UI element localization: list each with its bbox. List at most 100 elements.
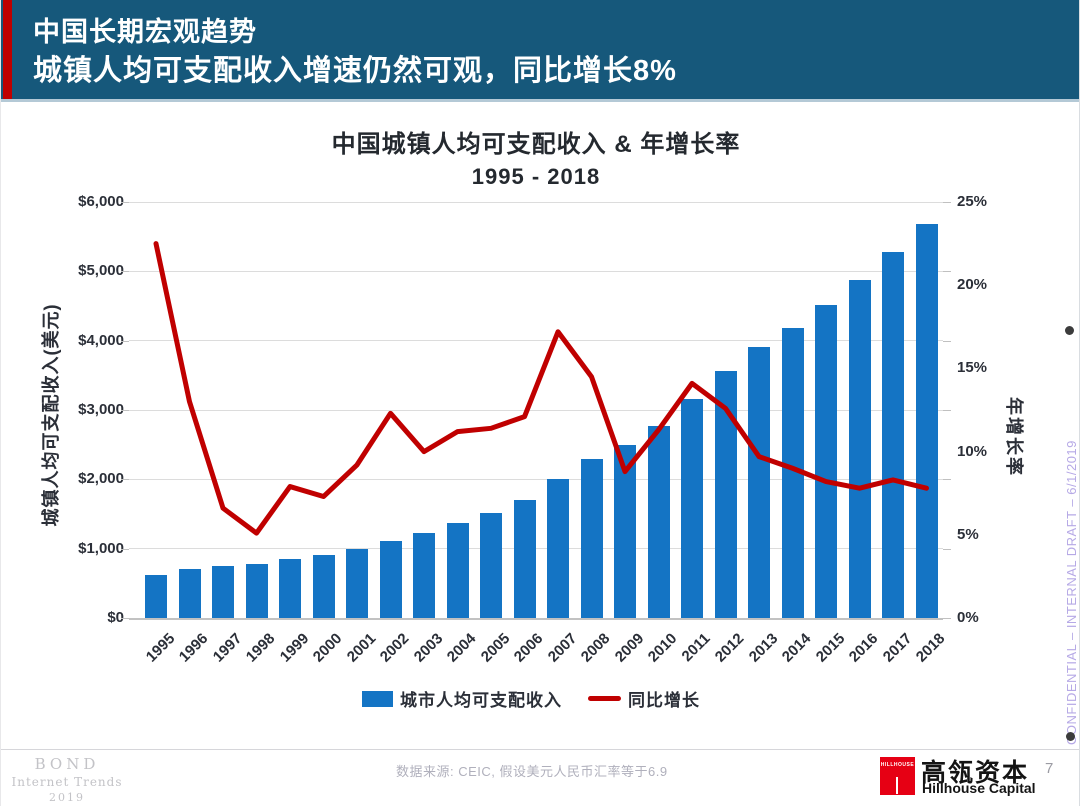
bar-1996: [178, 569, 201, 618]
footer-divider: [1, 749, 1079, 750]
chart-title-block: 中国城镇人均可支配收入 & 年增长率 1995 - 2018: [129, 124, 943, 190]
hillhouse-logo-mark: [896, 777, 898, 794]
left-axis-tick: [121, 479, 129, 481]
bar-2012: [714, 371, 737, 618]
right-axis-tick: [943, 340, 951, 342]
chart-title: 中国城镇人均可支配收入 & 年增长率: [331, 131, 741, 158]
bar-series-swatch: [362, 690, 393, 707]
right-axis-label: 15%: [957, 359, 988, 377]
bar-2013: [748, 347, 770, 618]
growth-line: [153, 241, 929, 536]
legend-item-income: 城市人均可支配收入: [362, 686, 562, 711]
gridline: [129, 270, 943, 272]
left-axis-tick: [121, 271, 129, 273]
right-axis-tick: [943, 618, 951, 619]
right-axis-label: 20%: [957, 276, 988, 294]
header-accent-bar: [3, 0, 12, 99]
hillhouse-name-en: Hillhouse Capital: [922, 780, 1036, 796]
growth-line-layer: [153, 241, 929, 536]
left-axis-tick: [121, 202, 129, 203]
bar-2017: [882, 252, 904, 618]
legend-item-growth: 同比增长: [588, 686, 700, 711]
confidential-watermark: CONFIDENTIAL – INTERNAL DRAFT – 6/1/2019: [1064, 440, 1079, 745]
x-tick-label: 2012: [711, 630, 748, 666]
bar-2016: [848, 280, 871, 618]
bar-2001: [346, 549, 368, 618]
right-axis-label: 25%: [957, 193, 988, 210]
bar-2015: [815, 304, 837, 618]
x-tick-label: 1995: [142, 630, 179, 666]
gridline: [129, 409, 943, 411]
chart-subtitle: 1995 - 2018: [471, 164, 601, 189]
chart-legend: 城市人均可支配收入 同比增长: [1, 686, 1061, 711]
x-tick-label: 2018: [912, 630, 949, 666]
x-tick-label: 2014: [778, 630, 815, 666]
x-tick-label: 2009: [611, 630, 648, 666]
bar-2011: [681, 398, 703, 618]
bar-2008: [580, 459, 603, 618]
bar-2003: [413, 532, 435, 618]
slide-subtitle: 城镇人均可支配收入增速仍然可观，同比增长8%: [33, 55, 677, 87]
x-tick-label: 2017: [879, 630, 916, 666]
data-source-note: 数据来源: CEIC, 假设美元人民币汇率等于6.9: [396, 764, 668, 779]
x-tick-label: 2007: [544, 630, 581, 666]
gridline: [129, 548, 943, 550]
bar-2014: [781, 328, 804, 618]
left-axis-label: $1,000: [78, 539, 124, 557]
left-axis-label: $6,000: [78, 193, 124, 210]
plot-area: 1995 1996 1997 1998 1999 2000 2001 2002 2003 2004…: [121, 201, 951, 666]
left-axis-tick: [121, 340, 129, 342]
x-tick-label: 2001: [343, 630, 380, 666]
x-tick-label: 2015: [812, 630, 849, 666]
left-axis-tick: [121, 410, 129, 411]
left-axis-label: $4,000: [78, 331, 124, 349]
slide-title: 中国长期宏观趋势: [33, 17, 257, 47]
bar-2009: [614, 445, 636, 618]
left-axis-label: $0: [107, 609, 124, 626]
bar-2006: [513, 499, 536, 618]
bar-2007: [547, 479, 569, 618]
right-axis-title: 年增长率: [1004, 397, 1024, 477]
hillhouse-logo: HILLHOUSE: [880, 757, 915, 795]
right-axis-label: 0%: [957, 609, 979, 626]
x-tick-label: 2003: [410, 630, 447, 666]
header-divider: [1, 99, 1079, 102]
page-number: 7: [1045, 760, 1054, 777]
gridline: [129, 478, 943, 480]
x-tick-label: 2016: [845, 630, 882, 666]
x-tick-label: 2000: [309, 630, 346, 666]
bullet-dot: [1065, 326, 1074, 335]
x-tick-label: 2010: [644, 630, 681, 666]
header-banner: 中国长期宏观趋势 城镇人均可支配收入增速仍然可观，同比增长8%: [1, 0, 1079, 99]
right-axis-tick: [943, 271, 951, 273]
bar-1995: [145, 575, 167, 618]
x-tick-label: 2013: [745, 630, 782, 666]
bar-2000: [312, 554, 335, 618]
right-axis-tick: [943, 202, 951, 203]
gridline: [129, 201, 943, 203]
bar-2002: [379, 540, 402, 618]
bar-1997: [212, 566, 234, 618]
x-tick-label: 1998: [242, 630, 279, 666]
bar-1998: [245, 563, 268, 618]
x-tick-label: 2004: [443, 630, 480, 666]
x-tick-label: 1997: [209, 630, 246, 666]
legend-label: 同比增长: [628, 691, 700, 710]
right-axis-tick: [943, 548, 951, 550]
bond-logo-year: 2019: [49, 791, 85, 804]
bar-2005: [480, 512, 502, 618]
left-axis-label: $2,000: [78, 470, 124, 488]
x-tick-label: 2008: [577, 630, 614, 666]
bond-logo-line2: Internet Trends: [11, 775, 123, 789]
x-tick-label: 2011: [678, 630, 715, 666]
right-axis-tick: [943, 479, 951, 481]
bullet-dot: [1066, 732, 1075, 741]
x-tick-label: 2006: [510, 630, 547, 666]
left-axis-tick: [121, 548, 129, 550]
x-tick-label: 2005: [477, 630, 514, 666]
bar-2010: [647, 425, 670, 618]
right-axis-tick: [943, 410, 951, 411]
legend-label: 城市人均可支配收入: [400, 691, 562, 710]
right-axis-label: 5%: [957, 525, 979, 543]
